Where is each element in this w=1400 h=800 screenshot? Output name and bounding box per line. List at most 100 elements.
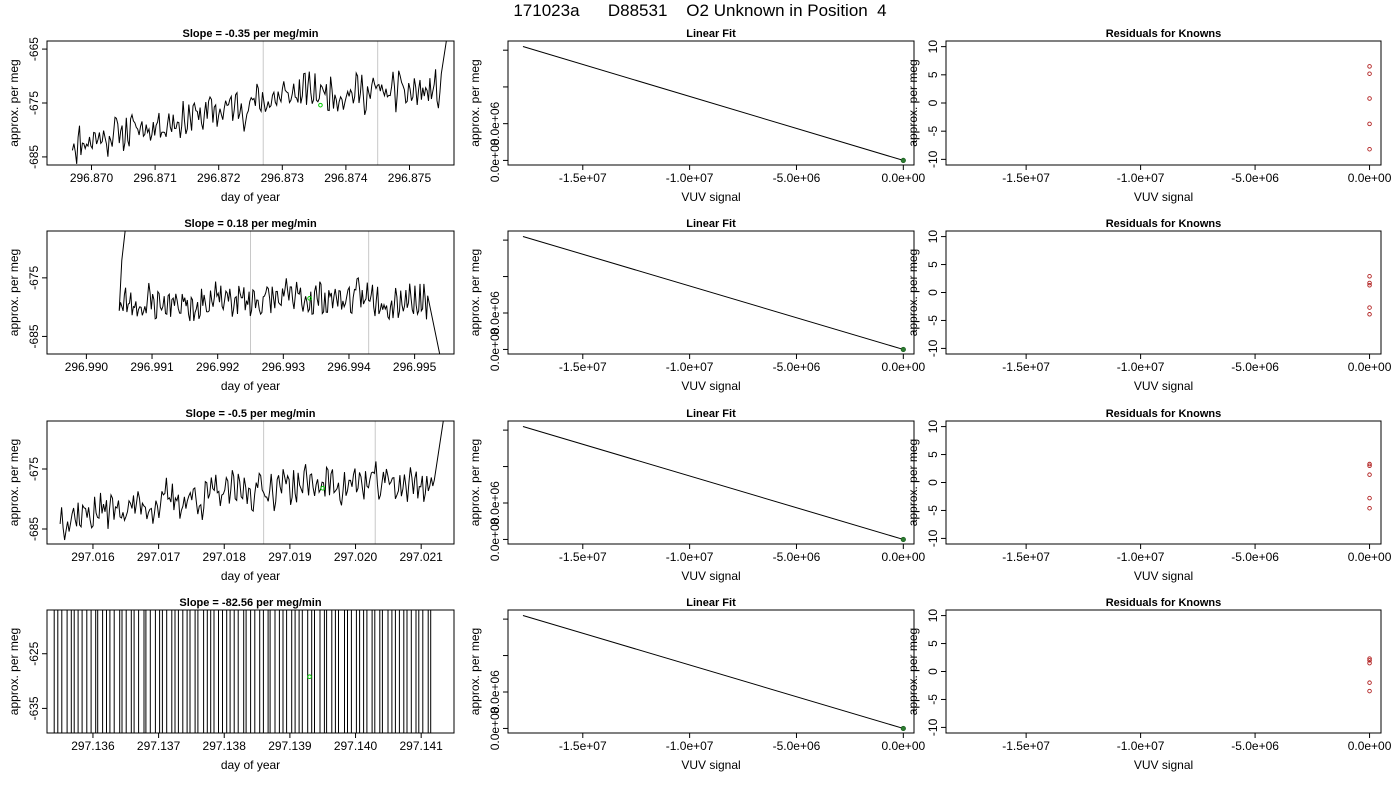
y-tick-label: -10 bbox=[926, 339, 940, 357]
residual-point bbox=[1367, 274, 1372, 279]
x-tick-label: -1.0e+07 bbox=[1117, 739, 1165, 753]
y-tick-label: -10 bbox=[926, 150, 940, 168]
panel-title: Linear Fit bbox=[686, 597, 736, 609]
x-tick-label: 296.993 bbox=[262, 360, 306, 374]
y-axis-label: approx. per meg bbox=[468, 249, 482, 336]
y-tick-label: 10 bbox=[926, 609, 940, 623]
plot-area bbox=[118, 231, 441, 354]
panel-3-2: Residuals for Knowns -1.5e+07 -1.0e+07 -5.0… bbox=[906, 597, 1392, 772]
residual-point bbox=[1367, 305, 1372, 310]
panel-title: Residuals for Knowns bbox=[1106, 408, 1222, 420]
x-tick-label: 296.874 bbox=[324, 171, 368, 185]
y-tick-label: -10 bbox=[926, 529, 940, 547]
y-tick-label: 0.0e+00 bbox=[488, 138, 502, 182]
residual-point bbox=[1367, 660, 1372, 666]
panel-3-0: Slope = -82.56 per meg/min 297.136 297.137… bbox=[7, 597, 455, 772]
x-tick-label: -5.0e+06 bbox=[1231, 360, 1279, 374]
plot-area bbox=[522, 614, 906, 732]
fit-line bbox=[522, 235, 904, 350]
x-tick-label: 297.140 bbox=[334, 739, 378, 753]
panel-1-1: Linear Fit -1.5e+07 -1.0e+07 -5.0e+06 0.0e+0… bbox=[468, 218, 925, 393]
residual-point bbox=[1367, 121, 1372, 127]
x-tick-label: 0.0e+00 bbox=[1348, 360, 1392, 374]
data-trace bbox=[53, 610, 432, 733]
x-tick-label: -1.0e+07 bbox=[1117, 171, 1165, 185]
x-tick-label: -1.0e+07 bbox=[1117, 360, 1165, 374]
y-axis-label: approx. per meg bbox=[468, 628, 482, 715]
y-axis-label: approx. per meg bbox=[906, 628, 920, 715]
y-tick-label: 5 bbox=[926, 261, 940, 268]
y-tick-label: -675 bbox=[27, 91, 41, 115]
plot-frame bbox=[945, 230, 1382, 355]
plot-frame bbox=[507, 40, 915, 166]
residual-point bbox=[1367, 472, 1372, 477]
x-axis-label: VUV signal bbox=[681, 190, 740, 204]
residual-point bbox=[1367, 282, 1372, 288]
panel-1-2: Residuals for Knowns -1.5e+07 -1.0e+07 -5.0… bbox=[906, 218, 1392, 393]
y-tick-label: 8.0e+06 bbox=[488, 670, 502, 714]
y-tick-label: 8.0e+06 bbox=[488, 481, 502, 525]
panel-title: Residuals for Knowns bbox=[1106, 28, 1222, 40]
x-tick-label: 296.994 bbox=[327, 360, 371, 374]
plot-area bbox=[1367, 64, 1372, 152]
y-tick-label: -5 bbox=[926, 505, 940, 516]
plot-area bbox=[522, 46, 906, 164]
residual-point bbox=[1367, 680, 1372, 685]
x-axis-label: VUV signal bbox=[1134, 379, 1193, 393]
x-tick-label: 297.141 bbox=[399, 739, 443, 753]
x-tick-label: 296.991 bbox=[130, 360, 174, 374]
panel-title: Residuals for Knowns bbox=[1106, 218, 1222, 230]
x-tick-label: -5.0e+06 bbox=[773, 171, 821, 185]
x-tick-label: -5.0e+06 bbox=[1231, 171, 1279, 185]
x-tick-label: 296.872 bbox=[197, 171, 241, 185]
residual-point bbox=[1367, 463, 1372, 468]
y-tick-label: 0 bbox=[926, 289, 940, 296]
y-tick-label: 5 bbox=[926, 71, 940, 78]
x-tick-label: -1.5e+07 bbox=[1002, 739, 1050, 753]
x-tick-label: 0.0e+00 bbox=[1348, 171, 1392, 185]
y-tick-label: 10 bbox=[926, 420, 940, 434]
x-tick-label: 297.017 bbox=[137, 550, 181, 564]
x-tick-label: 296.992 bbox=[196, 360, 240, 374]
x-axis-label: VUV signal bbox=[681, 569, 740, 583]
x-axis-label: day of year bbox=[221, 758, 280, 772]
fit-point bbox=[900, 725, 906, 732]
plot-frame bbox=[46, 609, 455, 734]
y-tick-label: -5 bbox=[926, 315, 940, 326]
fit-point bbox=[900, 346, 906, 353]
y-tick-label: 8.0e+06 bbox=[488, 291, 502, 335]
plot-area bbox=[1367, 656, 1372, 694]
residual-point bbox=[1367, 658, 1372, 663]
plot-area bbox=[53, 610, 432, 733]
plot-frame bbox=[507, 609, 915, 734]
plot-area bbox=[59, 421, 444, 544]
x-tick-label: -5.0e+06 bbox=[773, 550, 821, 564]
panel-0-1: Linear Fit -1.5e+07 -1.0e+07 -5.0e+06 0.0e+0… bbox=[468, 28, 925, 204]
y-tick-label: -685 bbox=[27, 145, 41, 169]
figure-title: 171023a D88531 O2 Unknown in Position 4 bbox=[513, 1, 887, 20]
plot-area bbox=[1367, 274, 1372, 317]
x-tick-label: 0.0e+00 bbox=[881, 171, 925, 185]
residual-point bbox=[1367, 71, 1372, 76]
panel-2-2: Residuals for Knowns -1.5e+07 -1.0e+07 -5.0… bbox=[906, 408, 1392, 583]
y-axis-label: approx. per meg bbox=[7, 249, 21, 336]
x-tick-label: -5.0e+06 bbox=[773, 360, 821, 374]
fit-line bbox=[522, 425, 904, 540]
plot-frame bbox=[507, 230, 915, 355]
x-tick-label: -1.5e+07 bbox=[559, 550, 607, 564]
panel-title: Slope = -82.56 per meg/min bbox=[179, 597, 321, 609]
x-tick-label: 297.019 bbox=[268, 550, 312, 564]
fit-line bbox=[522, 614, 904, 729]
x-tick-label: 297.139 bbox=[268, 739, 312, 753]
y-tick-label: 0 bbox=[926, 99, 940, 106]
x-tick-label: 0.0e+00 bbox=[881, 360, 925, 374]
y-tick-label: 0.0e+00 bbox=[488, 517, 502, 561]
x-tick-label: 296.995 bbox=[393, 360, 437, 374]
x-tick-label: 297.021 bbox=[399, 550, 443, 564]
residual-point bbox=[1367, 656, 1372, 661]
x-tick-label: 297.016 bbox=[71, 550, 115, 564]
y-tick-label: -635 bbox=[27, 696, 41, 720]
highlight-marker bbox=[307, 674, 312, 679]
panel-0-0: Slope = -0.35 per meg/min 296.870 296.871 2… bbox=[7, 28, 455, 204]
panel-title: Slope = -0.5 per meg/min bbox=[186, 408, 316, 420]
